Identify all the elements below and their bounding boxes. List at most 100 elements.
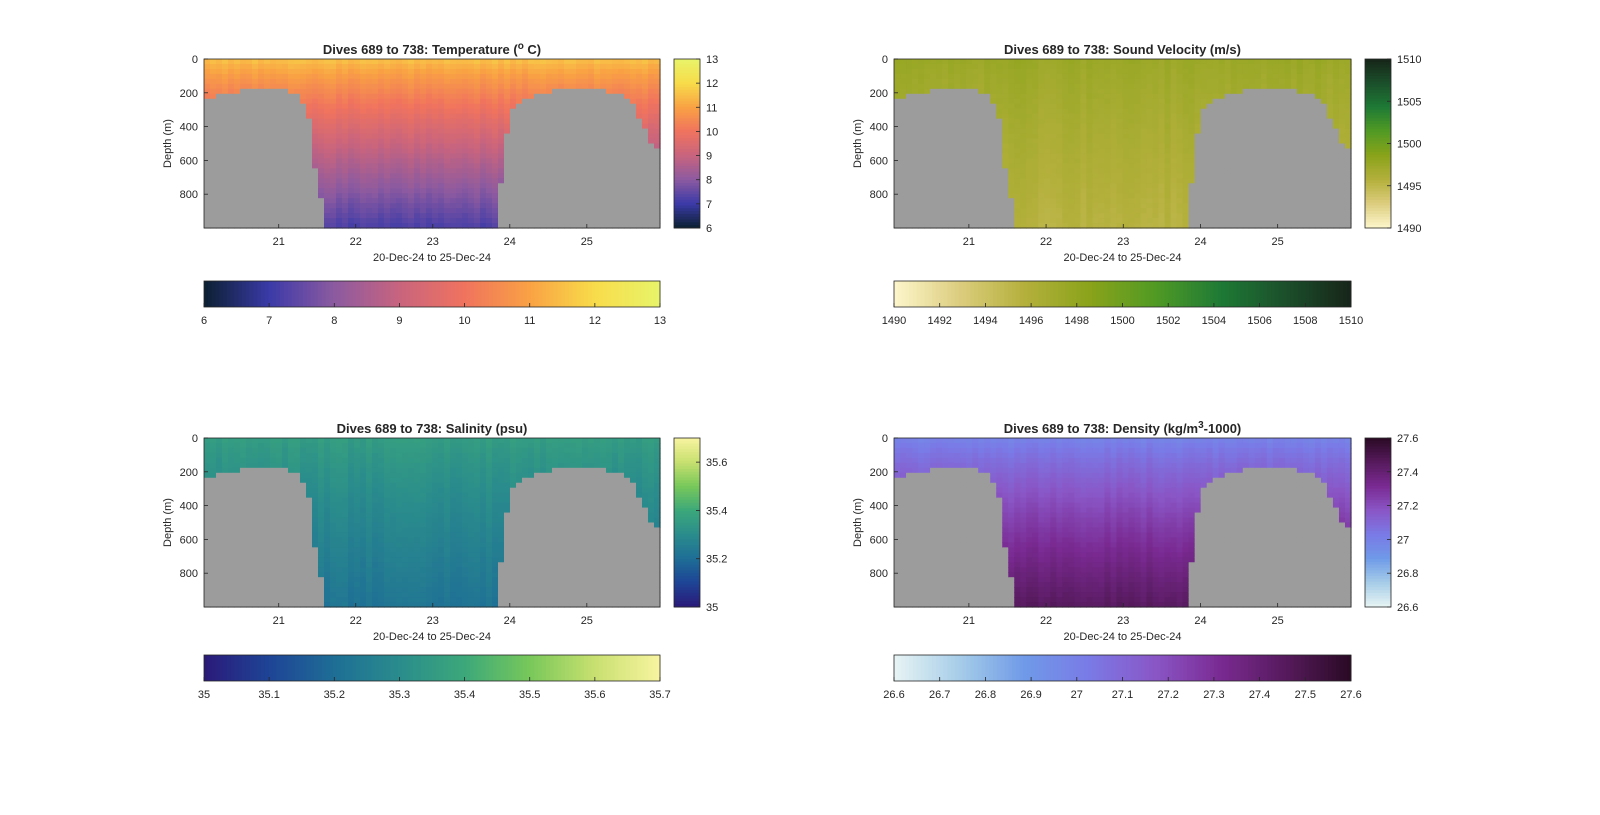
heatmap-cell bbox=[336, 153, 343, 160]
heatmap-cell bbox=[1170, 118, 1178, 125]
heatmap-cell bbox=[1056, 163, 1063, 169]
heatmap-cell bbox=[294, 138, 301, 145]
heatmap-cell bbox=[588, 83, 595, 90]
heatmap-cell bbox=[996, 193, 1003, 199]
colorbar-swatch bbox=[458, 281, 463, 307]
heatmap-cell bbox=[912, 93, 919, 100]
heatmap-cell bbox=[654, 218, 661, 224]
heatmap-cell bbox=[1032, 93, 1039, 100]
heatmap-cell bbox=[1158, 198, 1166, 204]
heatmap-cell bbox=[942, 73, 949, 80]
heatmap-cell bbox=[342, 223, 349, 229]
heatmap-cell bbox=[378, 223, 385, 229]
heatmap-cell bbox=[426, 168, 433, 174]
heatmap-cell bbox=[642, 73, 649, 80]
heatmap-cell bbox=[906, 218, 913, 224]
heatmap-cell bbox=[246, 138, 253, 145]
x-tick-label: 24 bbox=[504, 236, 516, 248]
heatmap-cell bbox=[1236, 138, 1244, 145]
heatmap-cell bbox=[294, 198, 301, 204]
heatmap-cell bbox=[1170, 113, 1178, 120]
heatmap-cell bbox=[546, 83, 553, 90]
x-tick-label: 22 bbox=[350, 236, 362, 248]
heatmap-cell bbox=[618, 143, 625, 150]
heatmap-cell bbox=[1116, 173, 1124, 179]
heatmap-cell bbox=[246, 203, 253, 209]
heatmap-cell bbox=[528, 163, 535, 169]
heatmap-cell bbox=[1218, 203, 1226, 209]
heatmap-cell bbox=[492, 88, 499, 95]
heatmap-cell bbox=[1146, 173, 1154, 179]
heatmap-cell bbox=[408, 98, 415, 105]
heatmap-cell bbox=[492, 208, 499, 214]
heatmap-cell bbox=[486, 133, 493, 140]
heatmap-cell bbox=[282, 163, 289, 169]
heatmap-cell bbox=[1182, 173, 1190, 179]
heatmap-cell bbox=[1098, 133, 1106, 140]
heatmap-cell bbox=[1212, 223, 1220, 229]
heatmap-cell bbox=[426, 88, 433, 95]
heatmap-cell bbox=[300, 98, 307, 105]
heatmap-cell bbox=[222, 128, 229, 135]
heatmap-cell bbox=[588, 98, 595, 105]
heatmap-cell bbox=[612, 163, 619, 169]
heatmap-cell bbox=[312, 88, 319, 95]
heatmap-cell bbox=[600, 223, 607, 229]
heatmap-cell bbox=[228, 103, 235, 110]
heatmap-cell bbox=[546, 98, 553, 105]
heatmap-cell bbox=[918, 148, 925, 155]
heatmap-cell bbox=[276, 63, 283, 70]
heatmap-cell bbox=[282, 88, 289, 95]
heatmap-cell bbox=[372, 178, 379, 184]
heatmap-cell bbox=[222, 133, 229, 140]
heatmap-cell bbox=[636, 103, 643, 110]
heatmap-cell bbox=[330, 153, 337, 160]
heatmap-cell bbox=[1032, 83, 1039, 90]
heatmap-cell bbox=[1116, 138, 1124, 145]
heatmap-cell bbox=[480, 148, 487, 155]
heatmap-cell bbox=[966, 123, 973, 130]
heatmap-cell bbox=[1194, 103, 1202, 110]
heatmap-cell bbox=[984, 143, 991, 150]
heatmap-cell bbox=[252, 138, 259, 145]
heatmap-cell bbox=[1230, 168, 1238, 174]
heatmap-cell bbox=[1038, 168, 1045, 174]
heatmap-cell bbox=[498, 223, 505, 229]
heatmap-cell bbox=[570, 103, 577, 110]
axes-frame bbox=[203, 58, 661, 229]
heatmap-cell bbox=[990, 143, 997, 150]
heatmap-cell bbox=[576, 68, 583, 75]
heatmap-cell bbox=[1092, 148, 1100, 155]
heatmap-cell bbox=[1224, 163, 1232, 169]
heatmap-cell bbox=[924, 193, 931, 199]
heatmap-cell bbox=[1098, 218, 1106, 224]
heatmap-cell bbox=[288, 108, 295, 115]
heatmap-cell bbox=[1134, 59, 1142, 65]
heatmap-cell bbox=[462, 173, 469, 179]
heatmap-cell bbox=[1116, 183, 1124, 189]
heatmap-cell bbox=[420, 158, 427, 164]
heatmap-cell bbox=[996, 143, 1003, 150]
heatmap-cell bbox=[480, 163, 487, 169]
heatmap-cell bbox=[1224, 63, 1232, 70]
heatmap-cell bbox=[1002, 83, 1009, 90]
heatmap-cell bbox=[552, 203, 559, 209]
heatmap-cell bbox=[222, 148, 229, 155]
heatmap-cell bbox=[528, 123, 535, 130]
heatmap-cell bbox=[1230, 118, 1238, 125]
heatmap-cell bbox=[234, 138, 241, 145]
heatmap-cell bbox=[1104, 138, 1112, 145]
heatmap-cell bbox=[966, 83, 973, 90]
heatmap-cell bbox=[462, 83, 469, 90]
heatmap-cell bbox=[258, 138, 265, 145]
heatmap-cell bbox=[276, 133, 283, 140]
heatmap-cell bbox=[1026, 223, 1033, 229]
heatmap-cell bbox=[360, 193, 367, 199]
heatmap-cell bbox=[1254, 78, 1262, 85]
heatmap-cell bbox=[1008, 83, 1015, 90]
heatmap-cell bbox=[468, 133, 475, 140]
heatmap-cell bbox=[252, 103, 259, 110]
heatmap-cell bbox=[210, 143, 217, 150]
heatmap-cell bbox=[654, 68, 661, 75]
heatmap-cell bbox=[906, 158, 913, 164]
